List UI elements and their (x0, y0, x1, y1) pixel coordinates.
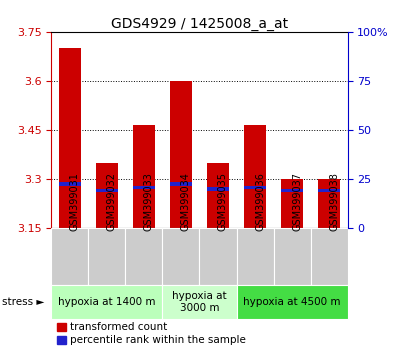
Bar (170, 81, 192, 228)
Bar (59, 182, 81, 185)
Bar (170, 182, 192, 185)
Text: hypoxia at
3000 m: hypoxia at 3000 m (172, 291, 227, 313)
Text: GSM399033: GSM399033 (144, 172, 154, 231)
Bar (244, 125, 266, 228)
Bar (244, 185, 266, 189)
Text: hypoxia at 1400 m: hypoxia at 1400 m (58, 297, 156, 307)
Text: GSM399038: GSM399038 (329, 172, 339, 231)
Bar (88, 228, 126, 285)
Text: GSM399034: GSM399034 (181, 172, 191, 231)
Bar (51, 285, 162, 319)
Title: GDS4929 / 1425008_a_at: GDS4929 / 1425008_a_at (111, 17, 288, 31)
Bar (318, 179, 340, 228)
Legend: transformed count, percentile rank within the sample: transformed count, percentile rank withi… (56, 322, 246, 346)
Bar (133, 125, 155, 228)
Bar (126, 228, 162, 285)
Text: hypoxia at 4500 m: hypoxia at 4500 m (243, 297, 341, 307)
Text: GSM399032: GSM399032 (107, 172, 117, 231)
Bar (207, 163, 229, 228)
Bar (199, 228, 237, 285)
Bar (274, 228, 310, 285)
Text: GSM399031: GSM399031 (70, 172, 80, 231)
Bar (162, 285, 237, 319)
Bar (281, 189, 303, 192)
Bar (318, 189, 340, 192)
Bar (162, 228, 199, 285)
Bar (51, 228, 88, 285)
Text: GSM399035: GSM399035 (218, 172, 228, 231)
Bar (310, 228, 348, 285)
Bar (207, 187, 229, 190)
Text: GSM399037: GSM399037 (292, 172, 302, 231)
Bar (59, 48, 81, 228)
Bar (133, 185, 155, 189)
Text: GSM399036: GSM399036 (255, 172, 265, 231)
Bar (237, 285, 348, 319)
Bar (96, 189, 118, 192)
Bar (96, 163, 118, 228)
Bar (281, 179, 303, 228)
Text: stress ►: stress ► (2, 297, 44, 307)
Bar (237, 228, 274, 285)
